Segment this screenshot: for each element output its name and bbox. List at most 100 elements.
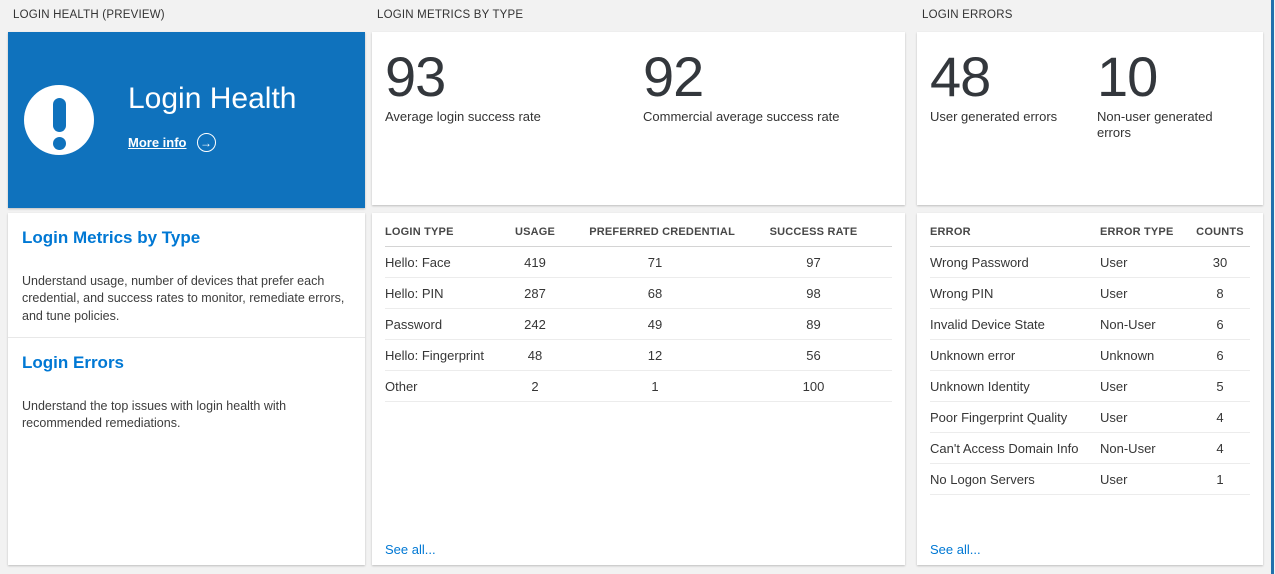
table-cell: 1 xyxy=(1216,471,1224,487)
alert-icon-dot xyxy=(52,137,66,150)
alert-icon-bar xyxy=(52,98,66,132)
stat-value: 10 xyxy=(1097,45,1158,108)
table-cell: 12 xyxy=(647,347,663,363)
stat-non-user-errors: 10 Non-user generated errors xyxy=(1097,46,1237,141)
table-cell: 71 xyxy=(647,254,663,270)
table-cell: Hello: Fingerprint xyxy=(385,347,484,363)
stat-label: Average login success rate xyxy=(385,109,541,124)
table-cell: Unknown Identity xyxy=(930,378,1030,394)
stat-label: User generated errors xyxy=(930,109,1058,124)
table-cell: Hello: Face xyxy=(385,254,451,270)
table-cell: 97 xyxy=(806,254,821,270)
table-cell: 1 xyxy=(651,378,659,394)
info-section-desc-metrics: Understand usage, number of devices that… xyxy=(22,273,345,323)
info-section-title-metrics[interactable]: Login Metrics by Type xyxy=(22,228,201,247)
info-section-title-errors[interactable]: Login Errors xyxy=(22,353,125,372)
see-all-link-errors[interactable]: See all... xyxy=(930,542,981,557)
table-cell: 419 xyxy=(524,254,546,270)
table-cell: 6 xyxy=(1216,316,1224,332)
section-divider xyxy=(8,337,365,338)
panel-header-login-errors: LOGIN ERRORS xyxy=(922,9,1013,21)
login-errors-panel: LOGIN ERRORS 48 User generated errors 10… xyxy=(917,0,1263,574)
table-cell: 242 xyxy=(524,316,546,332)
tile-title: Login Health xyxy=(128,82,297,115)
table-header-cell: USAGE xyxy=(514,225,556,238)
table-row: Poor Fingerprint Quality User 4 xyxy=(930,402,1250,433)
table-cell: 30 xyxy=(1212,254,1228,270)
table-cell: 4 xyxy=(1216,440,1224,456)
table-header-row: LOGIN TYPE USAGE PREFERRED CREDENTIAL SU… xyxy=(385,217,892,247)
table-cell: Wrong PIN xyxy=(930,285,994,301)
table-cell: Non-User xyxy=(1100,316,1156,332)
table-cell: User xyxy=(1100,378,1128,394)
table-cell: Other xyxy=(385,378,418,394)
stat-user-errors: 48 User generated errors xyxy=(930,46,1057,125)
table-cell: 100 xyxy=(802,378,825,394)
stat-value: 92 xyxy=(643,45,704,108)
table-cell: 48 xyxy=(527,347,543,363)
metrics-stats-card: 93 Average login success rate 92 Commerc… xyxy=(372,32,905,205)
table-cell: Can't Access Domain Info xyxy=(930,440,1079,456)
table-row: Unknown Identity User 5 xyxy=(930,371,1250,402)
table-header-cell: ERROR TYPE xyxy=(1100,225,1174,238)
table-row: Other 2 1 100 xyxy=(385,371,892,402)
errors-stats-card: 48 User generated errors 10 Non-user gen… xyxy=(917,32,1263,205)
table-cell: Password xyxy=(385,316,443,332)
login-health-tile[interactable]: Login Health More info → xyxy=(8,32,365,208)
panel-header-login-health: LOGIN HEALTH (PREVIEW) xyxy=(13,9,165,21)
table-cell: 89 xyxy=(806,316,821,332)
table-row: Hello: PIN 287 68 98 xyxy=(385,278,892,309)
table-header-cell: COUNTS xyxy=(1196,225,1244,238)
table-header-cell: LOGIN TYPE xyxy=(385,225,454,238)
login-metrics-panel: LOGIN METRICS BY TYPE 93 Average login s… xyxy=(372,0,905,574)
table-cell: Unknown error xyxy=(930,347,1016,363)
table-cell: 287 xyxy=(524,285,546,301)
info-section-desc-errors: Understand the top issues with login hea… xyxy=(22,398,287,431)
health-info-card: Login Metrics by Type Understand usage, … xyxy=(8,213,365,565)
table-cell: 49 xyxy=(647,316,663,332)
table-cell: User xyxy=(1100,285,1128,301)
table-header-cell: SUCCESS RATE xyxy=(769,225,858,238)
table-cell: Poor Fingerprint Quality xyxy=(930,409,1068,425)
table-cell: 56 xyxy=(806,347,821,363)
alert-icon xyxy=(24,85,94,155)
table-cell: 8 xyxy=(1216,285,1224,301)
stat-label: Commercial average success rate xyxy=(643,109,840,124)
stat-average-success: 93 Average login success rate xyxy=(385,46,541,125)
login-errors-table-card: ERROR ERROR TYPE COUNTS Wrong Password U… xyxy=(917,213,1263,565)
table-row: Wrong Password User 30 xyxy=(930,247,1250,278)
table-cell: User xyxy=(1100,409,1128,425)
table-row: Hello: Fingerprint 48 12 56 xyxy=(385,340,892,371)
table-row: Wrong PIN User 8 xyxy=(930,278,1250,309)
table-cell: Non-User xyxy=(1100,440,1156,456)
arrow-right-icon[interactable]: → xyxy=(196,133,216,152)
table-cell: Unknown xyxy=(1100,347,1155,363)
stat-value: 48 xyxy=(930,45,991,108)
table-row: Password 242 49 89 xyxy=(385,309,892,340)
panel-header-login-metrics: LOGIN METRICS BY TYPE xyxy=(377,9,524,21)
login-metrics-table-card: LOGIN TYPE USAGE PREFERRED CREDENTIAL SU… xyxy=(372,213,905,565)
table-header-cell: ERROR xyxy=(930,225,971,238)
table-header-cell: PREFERRED CREDENTIAL xyxy=(589,225,735,238)
table-cell: 4 xyxy=(1216,409,1224,425)
table-cell: User xyxy=(1100,254,1128,270)
table-cell: 6 xyxy=(1216,347,1224,363)
stat-value: 93 xyxy=(385,45,446,108)
table-row: Invalid Device State Non-User 6 xyxy=(930,309,1250,340)
table-cell: Hello: PIN xyxy=(385,285,444,301)
see-all-link-metrics[interactable]: See all... xyxy=(385,542,436,557)
table-cell: 2 xyxy=(531,378,539,394)
table-row: Hello: Face 419 71 97 xyxy=(385,247,892,278)
table-cell: 5 xyxy=(1216,378,1224,394)
blade-scrollbar[interactable] xyxy=(1271,0,1274,574)
table-cell: No Logon Servers xyxy=(930,471,1035,487)
table-row: No Logon Servers User 1 xyxy=(930,464,1250,495)
table-cell: Invalid Device State xyxy=(930,316,1045,332)
table-cell: Wrong Password xyxy=(930,254,1029,270)
login-health-panel: LOGIN HEALTH (PREVIEW) Login Health More… xyxy=(8,0,365,574)
table-cell: 98 xyxy=(806,285,821,301)
more-info-link[interactable]: More info xyxy=(128,135,187,150)
table-row: Unknown error Unknown 6 xyxy=(930,340,1250,371)
table-header-row: ERROR ERROR TYPE COUNTS xyxy=(930,217,1250,247)
table-cell: 68 xyxy=(647,285,663,301)
